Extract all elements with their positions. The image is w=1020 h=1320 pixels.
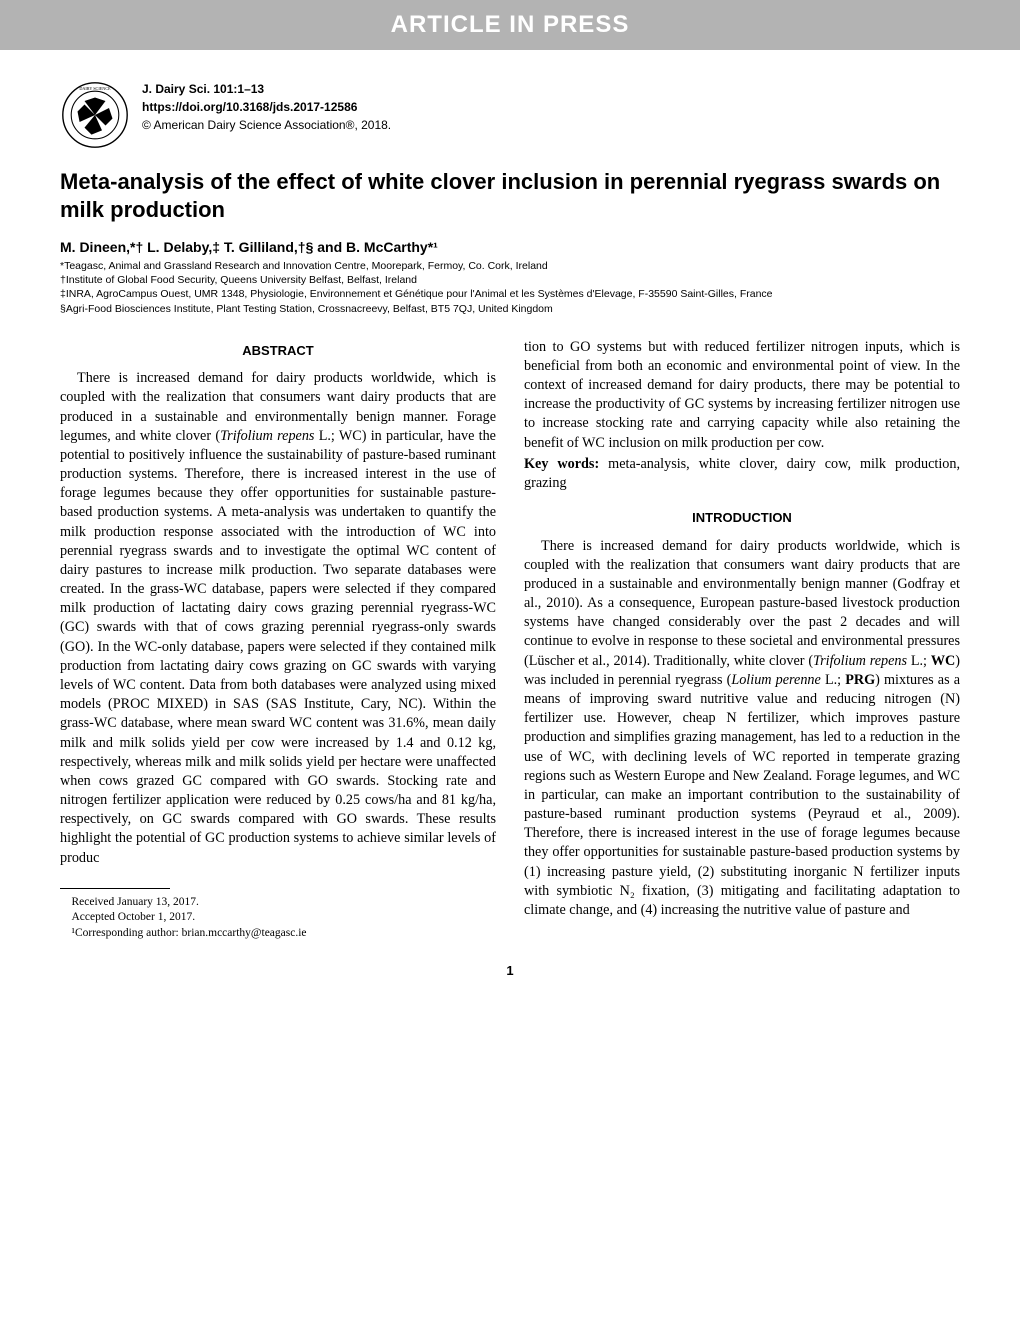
- banner-text: ARTICLE IN PRESS: [391, 11, 630, 39]
- journal-logo: DAIRY SCIENCE: [60, 80, 130, 150]
- journal-header: DAIRY SCIENCE J. Dairy Sci. 101:1–13 htt…: [60, 80, 960, 150]
- footnote-corresponding: ¹Corresponding author: brian.mccarthy@te…: [60, 926, 496, 942]
- affiliations: *Teagasc, Animal and Grassland Research …: [60, 259, 960, 316]
- affiliation: *Teagasc, Animal and Grassland Research …: [60, 259, 960, 273]
- journal-info: J. Dairy Sci. 101:1–13 https://doi.org/1…: [142, 80, 391, 134]
- affiliation: §Agri-Food Biosciences Institute, Plant …: [60, 302, 960, 316]
- affiliation: ‡INRA, AgroCampus Ouest, UMR 1348, Physi…: [60, 287, 960, 301]
- introduction-paragraph: There is increased demand for dairy prod…: [524, 537, 960, 920]
- abstract-continuation: tion to GO systems but with reduced fert…: [524, 338, 960, 453]
- footnote-rule: [60, 888, 170, 889]
- footnote-received: Received January 13, 2017.: [60, 895, 496, 911]
- footnote-accepted: Accepted October 1, 2017.: [60, 910, 496, 926]
- article-title: Meta-analysis of the effect of white clo…: [60, 168, 960, 223]
- affiliation: †Institute of Global Food Security, Quee…: [60, 273, 960, 287]
- journal-copyright: © American Dairy Science Association®, 2…: [142, 116, 391, 134]
- article-in-press-banner: ARTICLE IN PRESS: [0, 0, 1020, 50]
- abstract-paragraph: There is increased demand for dairy prod…: [60, 369, 496, 867]
- journal-doi: https://doi.org/10.3168/jds.2017-12586: [142, 98, 391, 116]
- abstract-heading: ABSTRACT: [60, 342, 496, 360]
- svg-text:DAIRY SCIENCE: DAIRY SCIENCE: [79, 86, 111, 91]
- footnote-block: Received January 13, 2017. Accepted Octo…: [60, 888, 496, 942]
- page-content: DAIRY SCIENCE J. Dairy Sci. 101:1–13 htt…: [0, 50, 1020, 998]
- journal-citation: J. Dairy Sci. 101:1–13: [142, 80, 391, 98]
- keywords-line: Key words: meta-analysis, white clover, …: [524, 455, 960, 493]
- page-number: 1: [60, 963, 960, 978]
- author-list: M. Dineen,*† L. Delaby,‡ T. Gilliland,†§…: [60, 239, 960, 255]
- body-columns: ABSTRACT There is increased demand for d…: [60, 338, 960, 942]
- introduction-heading: INTRODUCTION: [524, 509, 960, 527]
